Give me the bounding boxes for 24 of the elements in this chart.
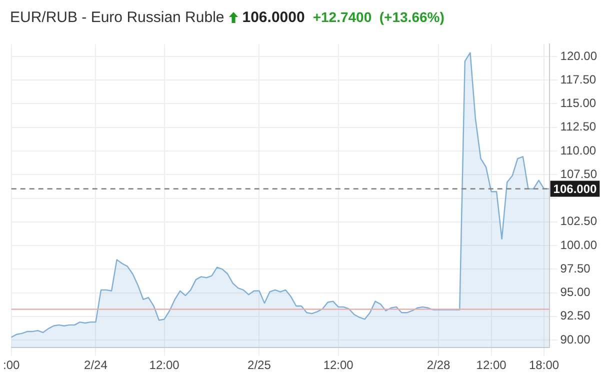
- text: +12.7400 (+13.66%): [312, 9, 444, 25]
- chart-title: EUR/RUB - Euro Russian Ruble: [10, 8, 224, 26]
- ref-line-label: 106.000: [553, 182, 597, 196]
- y-tick-label: 100.00: [560, 238, 598, 252]
- y-tick-label: 92.50: [560, 308, 591, 323]
- y-tick-label: 97.50: [560, 261, 591, 276]
- y-tick-label: 112.50: [560, 120, 596, 134]
- y-tick-label: 102.50: [560, 214, 598, 228]
- x-tick-label: 12:00: [323, 358, 354, 372]
- x-tick-label: 12:00: [149, 358, 180, 372]
- x-tick-label: 18:00: [529, 358, 560, 372]
- y-tick-label: 115.00: [560, 96, 596, 110]
- x-tick-label: 12:00: [476, 358, 507, 372]
- x-tick-label: 2/24: [84, 358, 108, 372]
- x-tick-label: :00: [2, 358, 20, 372]
- y-tick-label: 110.00: [560, 143, 596, 158]
- y-tick-label: 107.50: [560, 166, 598, 181]
- x-tick-label: 2/28: [426, 358, 451, 372]
- y-tick-label: 120.00: [560, 48, 598, 63]
- y-tick-label: 95.00: [560, 285, 591, 300]
- x-tick-label: 2/25: [248, 358, 272, 372]
- y-tick-label: 117.50: [560, 72, 596, 86]
- chart-subtitle: 106.0000: [242, 8, 305, 26]
- y-tick-label: 90.00: [560, 332, 591, 346]
